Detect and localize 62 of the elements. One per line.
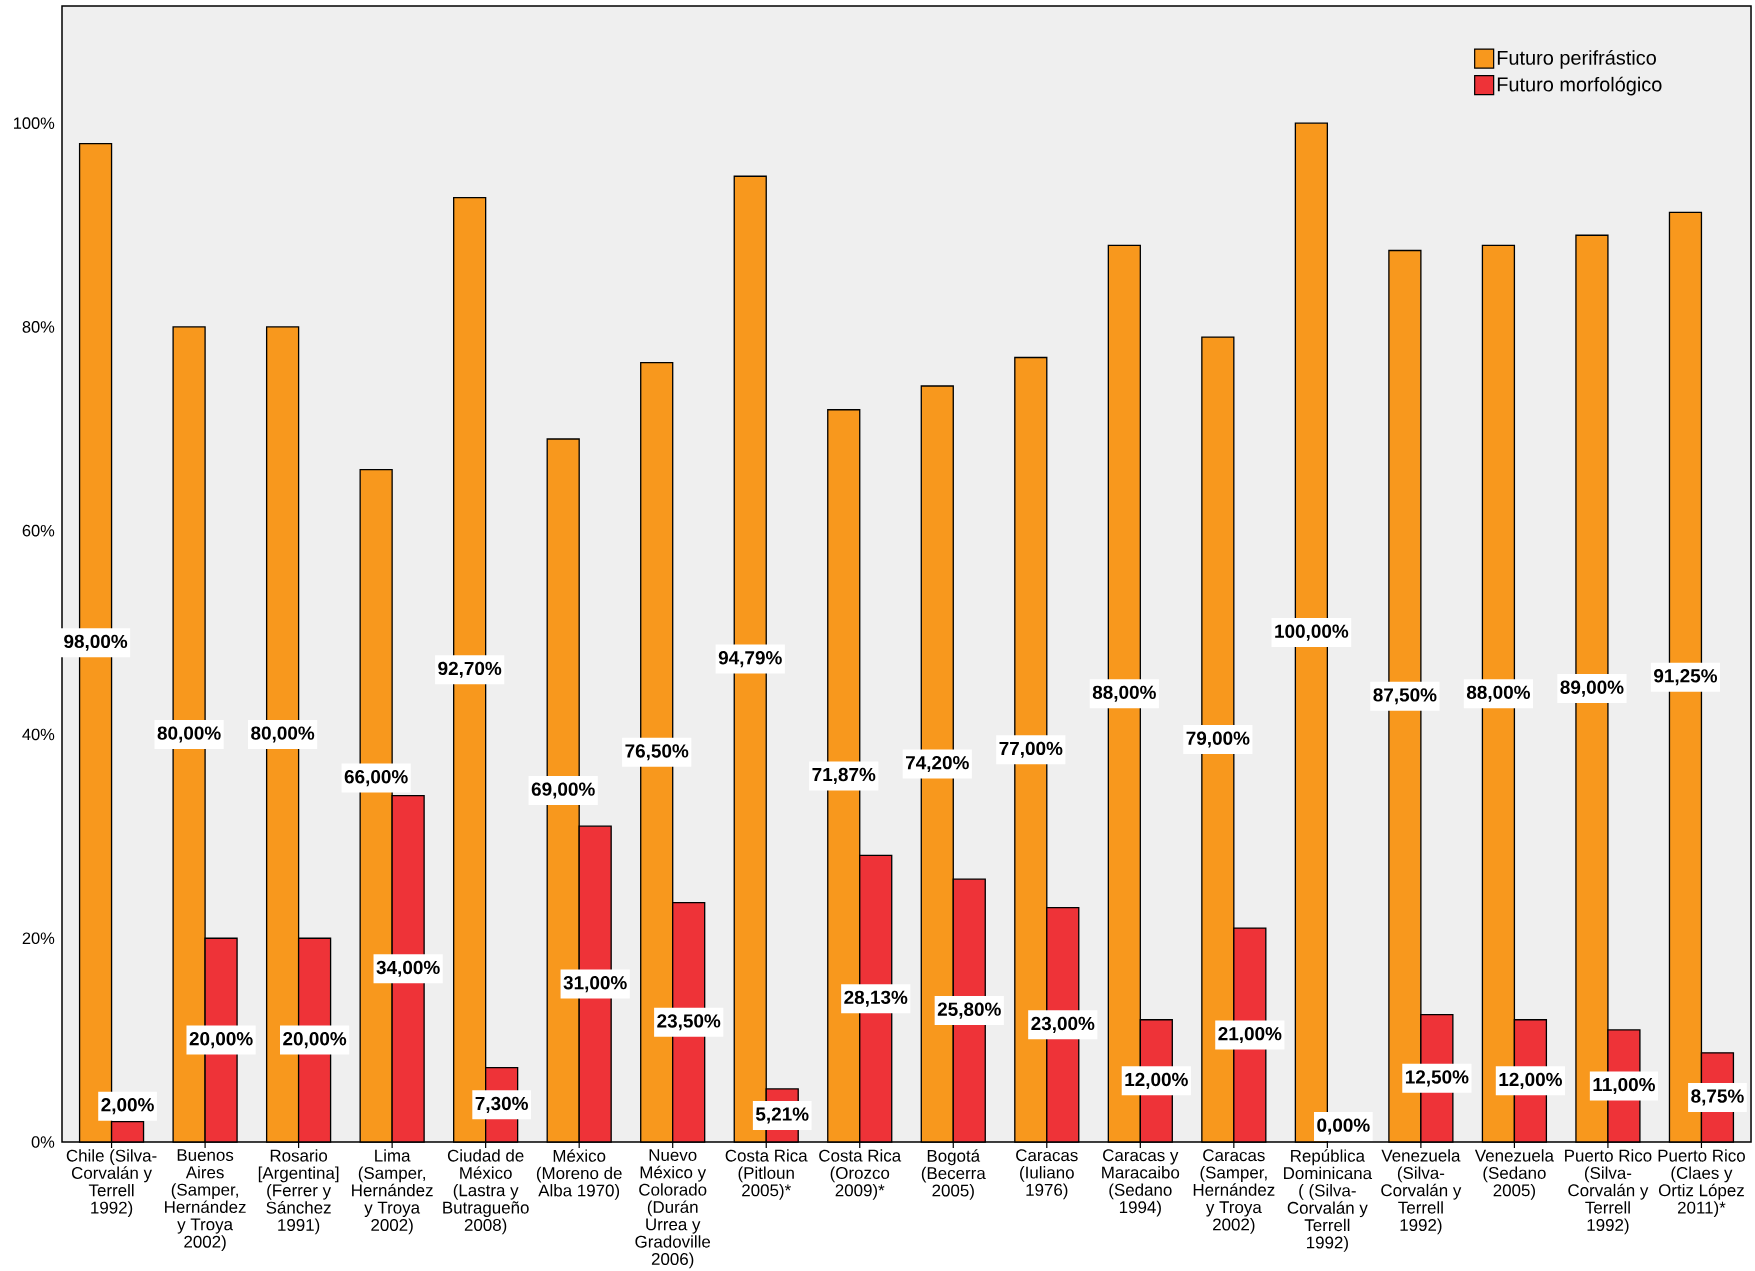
data-label: 77,00% xyxy=(999,741,1063,758)
x-tick-label: Rosario [Argentina] (Ferrer y Sánchez 1991) xyxy=(258,1149,339,1235)
x-tick-label: República Dominicana ( (Silva-Corvalán y Terrell 1992) xyxy=(1284,1149,1373,1252)
data-label: 76,50% xyxy=(625,744,689,761)
data-label: 87,50% xyxy=(1373,688,1437,705)
legend-label: Futuro morfológico xyxy=(1497,76,1662,96)
legend-label: Futuro perifrástico xyxy=(1497,49,1656,69)
y-tick-label: 100% xyxy=(14,117,55,129)
data-label: 88,00% xyxy=(1466,685,1530,702)
data-label: 2,00% xyxy=(101,1098,154,1115)
data-label: 80,00% xyxy=(251,726,315,743)
data-label: 23,50% xyxy=(657,1014,721,1031)
y-tick-label: 0% xyxy=(31,1136,55,1148)
data-label: 89,00% xyxy=(1560,680,1624,697)
data-label: 21,00% xyxy=(1218,1026,1282,1044)
data-label: 23,00% xyxy=(1031,1016,1095,1033)
y-tick-label: 20% xyxy=(22,932,55,945)
data-label: 92,70% xyxy=(438,661,502,678)
data-label: 28,13% xyxy=(844,990,908,1007)
data-label: 79,00% xyxy=(1186,731,1250,748)
x-tick-label: Venezuela (Sedano 2005) xyxy=(1474,1149,1554,1200)
x-tick-label: Puerto Rico (Silva-Corvalán y Terrell 1992) xyxy=(1565,1149,1652,1235)
data-label: 80,00% xyxy=(157,726,221,743)
data-label: 98,00% xyxy=(64,634,128,651)
data-label: 7,30% xyxy=(475,1096,528,1113)
x-tick-label: Costa Rica (Pitloun 2005)* xyxy=(725,1149,808,1200)
data-label: 0,00% xyxy=(1317,1118,1370,1135)
data-label: 74,20% xyxy=(905,755,969,773)
data-label: 20,00% xyxy=(283,1032,347,1049)
data-label: 12,00% xyxy=(1499,1072,1562,1089)
x-tick-label: Buenos Aires (Samper, Hernández y Troya 2002) xyxy=(165,1149,246,1252)
y-tick-label: 40% xyxy=(22,728,55,741)
x-tick-label: Puerto Rico (Claes y Ortiz López 2011)* xyxy=(1658,1149,1745,1217)
data-label: 8,75% xyxy=(1691,1089,1744,1106)
data-label: 71,87% xyxy=(812,767,876,784)
data-label: 20,00% xyxy=(189,1032,253,1049)
data-label: 12,00% xyxy=(1125,1072,1188,1089)
data-label: 66,00% xyxy=(344,770,408,787)
x-tick-label: Lima (Samper, Hernández y Troya 2002) xyxy=(352,1149,433,1235)
y-tick-label: 60% xyxy=(22,524,55,537)
x-tick-label: Bogotá (Becerra 2005) xyxy=(921,1149,986,1200)
data-label: 12,50% xyxy=(1405,1070,1469,1087)
data-label: 91,25% xyxy=(1654,669,1718,686)
data-label: 100,00% xyxy=(1275,624,1349,641)
x-tick-label: Caracas (Iuliano 1976) xyxy=(1016,1149,1078,1200)
x-tick-label: Nuevo México y Colorado (Durán Urrea y Gradoville 2006) xyxy=(635,1149,711,1269)
x-tick-label: Caracas (Samper, Hernández y Troya 2002) xyxy=(1193,1149,1275,1234)
y-tick-label: 80% xyxy=(22,321,55,333)
data-label: 25,80% xyxy=(937,1002,1001,1019)
x-tick-label: Chile (Silva-Corvalán y Terrell 1992) xyxy=(66,1149,157,1217)
data-label: 94,79% xyxy=(718,651,782,668)
data-label: 88,00% xyxy=(1092,685,1156,702)
x-tick-label: Costa Rica (Orozco 2009)* xyxy=(819,1149,902,1200)
x-tick-label: México (Moreno de Alba 1970) xyxy=(536,1149,622,1200)
x-tick-label: Venezuela (Silva-Corvalán y Terrell 1992) xyxy=(1381,1149,1462,1235)
data-label: 31,00% xyxy=(563,976,627,993)
data-label: 34,00% xyxy=(376,960,440,977)
data-label: 5,21% xyxy=(755,1107,809,1124)
data-label: 11,00% xyxy=(1593,1077,1655,1095)
x-tick-label: Ciudad de México (Lastra y Butragueño 2008) xyxy=(443,1149,529,1235)
data-label: 69,00% xyxy=(531,782,595,799)
x-tick-label: Caracas y Maracaibo (Sedano 1994) xyxy=(1102,1149,1180,1217)
